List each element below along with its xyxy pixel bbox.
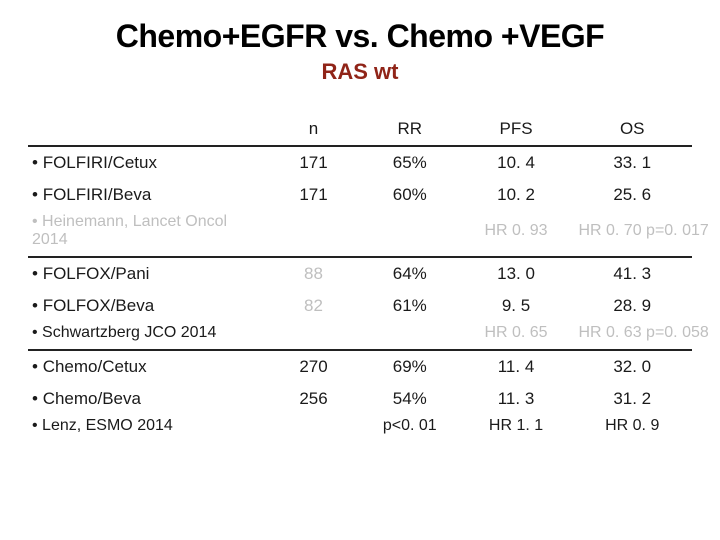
row-os: 25. 6 <box>572 179 692 211</box>
row-pfs: 10. 2 <box>460 179 573 211</box>
comparison-table: n RR PFS OS FOLFIRI/Cetux17165%10. 433. … <box>28 113 692 441</box>
citation-pfs: HR 0. 65 <box>460 322 573 348</box>
row-pfs: 11. 3 <box>460 383 573 415</box>
citation-os: HR 0. 70 p=0. 017 <box>572 211 692 255</box>
row-n: 82 <box>267 290 360 322</box>
table-row: FOLFIRI/Cetux17165%10. 433. 1 <box>28 146 692 179</box>
citation-rr <box>360 211 460 255</box>
row-n: 171 <box>267 179 360 211</box>
citation-pfs: HR 0. 93 <box>460 211 573 255</box>
citation-label: Schwartzberg JCO 2014 <box>28 322 267 348</box>
table-row: FOLFOX/Beva8261%9. 528. 9 <box>28 290 692 322</box>
row-os: 41. 3 <box>572 257 692 290</box>
col-label <box>28 113 267 146</box>
row-rr: 69% <box>360 350 460 383</box>
citation-n <box>267 211 360 255</box>
citation-n <box>267 415 360 441</box>
row-pfs: 9. 5 <box>460 290 573 322</box>
citation-label: Lenz, ESMO 2014 <box>28 415 267 441</box>
table-row: Chemo/Cetux27069%11. 432. 0 <box>28 350 692 383</box>
row-rr: 60% <box>360 179 460 211</box>
citation-row: Lenz, ESMO 2014 p<0. 01HR 1. 1HR 0. 9 <box>28 415 692 441</box>
slide: Chemo+EGFR vs. Chemo +VEGF RAS wt n RR P… <box>0 0 720 540</box>
row-label: Chemo/Cetux <box>28 350 267 383</box>
row-pfs: 13. 0 <box>460 257 573 290</box>
citation-label: Heinemann, Lancet Oncol 2014 <box>28 211 267 255</box>
col-pfs: PFS <box>460 113 573 146</box>
slide-title: Chemo+EGFR vs. Chemo +VEGF <box>28 18 692 55</box>
citation-os: HR 0. 63 p=0. 058 <box>572 322 692 348</box>
row-rr: 54% <box>360 383 460 415</box>
row-label: FOLFIRI/Beva <box>28 179 267 211</box>
col-n: n <box>267 113 360 146</box>
row-n: 88 <box>267 257 360 290</box>
table-row: FOLFOX/Pani8864%13. 041. 3 <box>28 257 692 290</box>
row-pfs: 10. 4 <box>460 146 573 179</box>
table-body: FOLFIRI/Cetux17165%10. 433. 1FOLFIRI/Bev… <box>28 146 692 441</box>
table-row: Chemo/Beva25654%11. 331. 2 <box>28 383 692 415</box>
row-os: 31. 2 <box>572 383 692 415</box>
citation-row: Schwartzberg JCO 2014 HR 0. 65HR 0. 63 p=… <box>28 322 692 348</box>
citation-row: Heinemann, Lancet Oncol 2014 HR 0. 93HR 0… <box>28 211 692 255</box>
row-n: 270 <box>267 350 360 383</box>
slide-subtitle: RAS wt <box>28 59 692 85</box>
citation-n <box>267 322 360 348</box>
row-n: 171 <box>267 146 360 179</box>
row-os: 28. 9 <box>572 290 692 322</box>
citation-rr: p<0. 01 <box>360 415 460 441</box>
row-rr: 64% <box>360 257 460 290</box>
table-header-row: n RR PFS OS <box>28 113 692 146</box>
citation-os: HR 0. 9 <box>572 415 692 441</box>
col-os: OS <box>572 113 692 146</box>
citation-pfs: HR 1. 1 <box>460 415 573 441</box>
row-pfs: 11. 4 <box>460 350 573 383</box>
row-label: Chemo/Beva <box>28 383 267 415</box>
row-rr: 65% <box>360 146 460 179</box>
row-rr: 61% <box>360 290 460 322</box>
row-n: 256 <box>267 383 360 415</box>
row-label: FOLFIRI/Cetux <box>28 146 267 179</box>
row-label: FOLFOX/Pani <box>28 257 267 290</box>
row-os: 32. 0 <box>572 350 692 383</box>
col-rr: RR <box>360 113 460 146</box>
table-row: FOLFIRI/Beva17160%10. 225. 6 <box>28 179 692 211</box>
row-label: FOLFOX/Beva <box>28 290 267 322</box>
row-os: 33. 1 <box>572 146 692 179</box>
citation-rr <box>360 322 460 348</box>
